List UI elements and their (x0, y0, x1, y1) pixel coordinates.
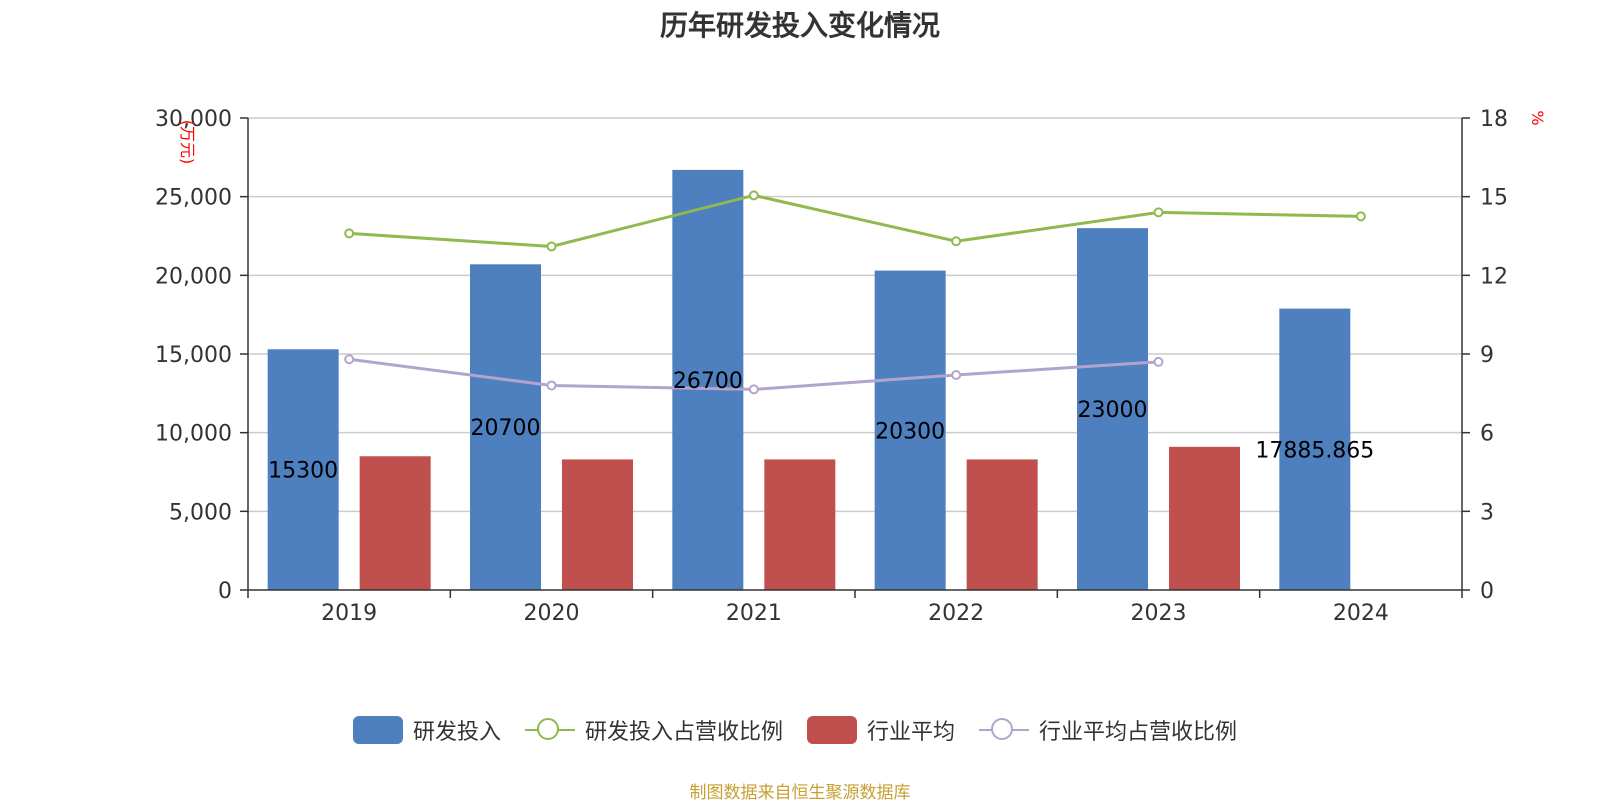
bar-rd-investment (470, 264, 541, 590)
y-right-tick-label: 6 (1480, 422, 1494, 447)
y-left-tick-label: 5,000 (169, 500, 232, 525)
x-tick-label: 2020 (524, 601, 580, 626)
line-rd-ratio (349, 193, 1361, 249)
legend-label-rd-ratio: 研发投入占营收比例 (584, 720, 783, 745)
bar-rd-investment (874, 270, 946, 590)
legend-item-rd-investment[interactable]: 研发投入 (352, 714, 501, 746)
x-tick-label: 2021 (726, 601, 782, 626)
x-tick-label: 2022 (928, 601, 984, 626)
x-tick-label: 2024 (1333, 601, 1389, 626)
y-left-tick-label: 25,000 (155, 186, 232, 211)
y-right-tick-label: 15 (1480, 186, 1508, 211)
legend: 研发投入 研发投入占营收比例 行业平均 行业平均占营收比例 (0, 714, 1600, 746)
bar-rd-investment (672, 169, 744, 591)
y-right-tick-label: 3 (1480, 500, 1494, 525)
legend-swatch-industry-average (807, 716, 857, 744)
data-label-rd-investment: 26700 (673, 369, 743, 394)
y-right-unit-label: % (1528, 110, 1547, 125)
point-rd-ratio (1153, 207, 1164, 218)
y-left-unit-label: (万元) (178, 120, 197, 165)
legend-item-rd-ratio[interactable]: 研发投入占营收比例 (524, 714, 783, 746)
point-rd-ratio (951, 236, 962, 247)
bar-industry-average (1169, 446, 1240, 590)
data-label-rd-investment: 15300 (268, 459, 338, 484)
y-left-tick-label: 10,000 (155, 422, 232, 447)
legend-swatch-rd-investment (352, 716, 403, 744)
bar-industry-average (359, 456, 431, 590)
point-industry-ratio (546, 380, 557, 391)
point-industry-ratio (951, 369, 962, 380)
data-label-rd-investment: 17885.865 (1255, 438, 1374, 463)
y-right-tick-label: 18 (1480, 107, 1508, 132)
y-right-tick-label: 12 (1480, 264, 1508, 289)
point-rd-ratio (344, 228, 355, 239)
bar-industry-average (562, 459, 633, 590)
chart-title: 历年研发投入变化情况 (659, 9, 940, 42)
bar-rd-investment (267, 349, 339, 590)
bar-rd-investment (1077, 228, 1148, 590)
x-tick-label: 2019 (321, 601, 377, 626)
y-left-tick-label: 30,000 (155, 107, 232, 132)
legend-label-industry-average: 行业平均 (867, 720, 956, 745)
legend-item-industry-ratio[interactable]: 行业平均占营收比例 (979, 714, 1237, 746)
x-tick-label: 2023 (1131, 601, 1187, 626)
y-left-tick-label: 20,000 (155, 264, 232, 289)
point-rd-ratio (1355, 211, 1366, 222)
legend-swatch-industry-ratio (979, 716, 1030, 744)
bar-industry-average (966, 459, 1038, 590)
source-note: 制图数据来自恒生聚源数据库 (689, 783, 911, 803)
point-industry-ratio (748, 384, 759, 395)
legend-label-industry-ratio: 行业平均占营收比例 (1039, 720, 1238, 745)
data-label-rd-investment: 20300 (875, 419, 945, 444)
point-rd-ratio (748, 190, 759, 201)
legend-swatch-rd-ratio (524, 716, 575, 744)
point-industry-ratio (1153, 356, 1164, 367)
bar-rd-investment (1279, 308, 1351, 590)
point-industry-ratio (344, 354, 355, 365)
legend-item-industry-average[interactable]: 行业平均 (807, 714, 955, 746)
y-right-tick-label: 0 (1480, 579, 1494, 604)
y-left-tick-label: 0 (218, 579, 232, 604)
y-right-tick-label: 9 (1480, 343, 1494, 368)
point-rd-ratio (546, 241, 557, 252)
bar-industry-average (764, 459, 836, 590)
data-label-rd-investment: 23000 (1078, 398, 1148, 423)
data-label-rd-investment: 20700 (471, 416, 541, 441)
legend-label-rd-investment: 研发投入 (412, 720, 501, 745)
y-left-tick-label: 15,000 (155, 343, 232, 368)
